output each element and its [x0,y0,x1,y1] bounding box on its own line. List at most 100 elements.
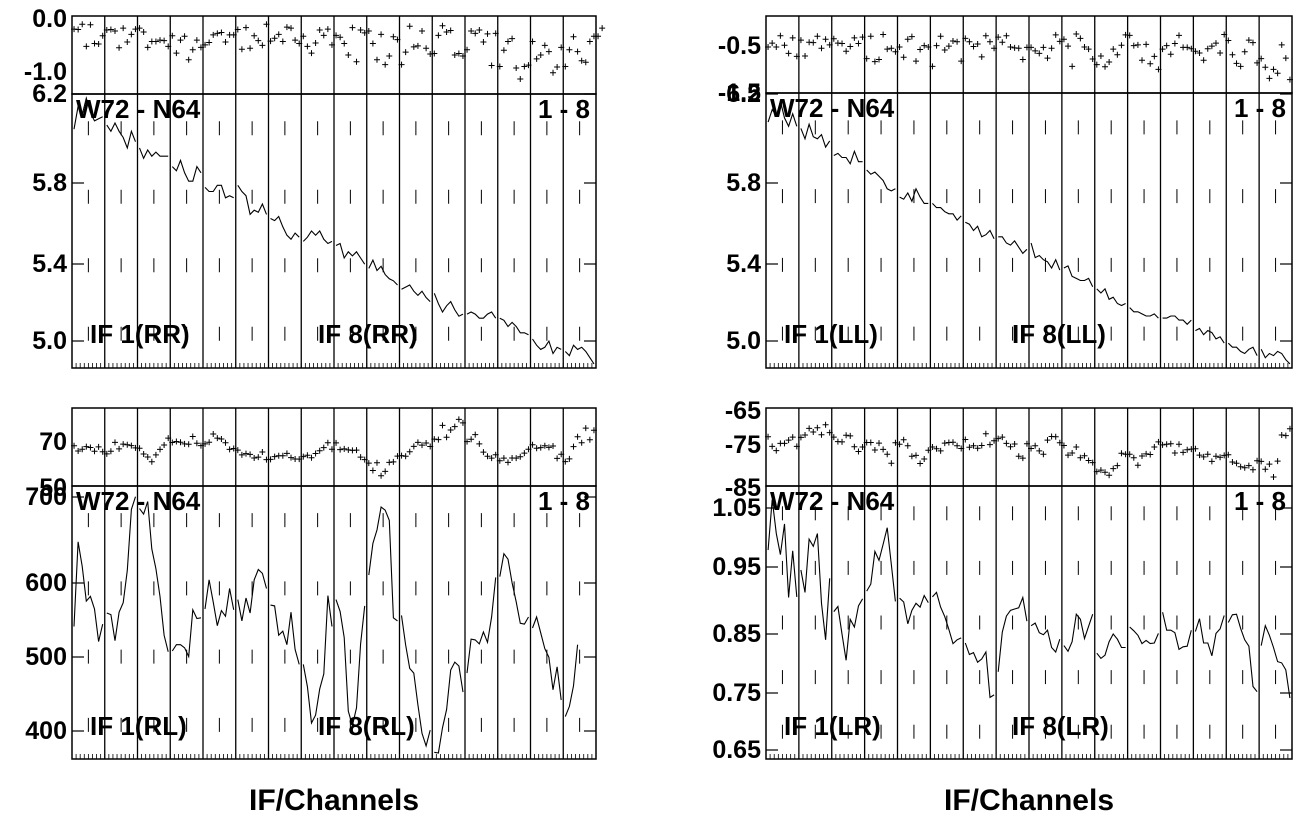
phase-point [296,40,303,47]
phase-point [966,38,973,45]
phase-point [978,53,985,60]
amplitude-line-segment [270,215,300,241]
phase-point [574,433,581,440]
phase-point [1208,458,1215,465]
amplitude-line-segment [1063,612,1094,653]
phase-point [410,443,417,450]
phase-point [582,59,589,66]
phase-point [504,38,511,45]
amplitude-line-segment [171,607,202,659]
phase-point [492,30,499,37]
phase-point [1192,445,1199,452]
phase-point [1167,51,1174,58]
phase-point [431,436,438,443]
phase-point [1028,445,1035,452]
amplitude-line-segment [237,568,268,622]
amplitude-line-segment [833,149,863,166]
phase-point [554,64,561,70]
phase-point [124,39,131,46]
phase-point [958,445,965,452]
phase-point [917,460,924,467]
phase-point [1118,450,1125,457]
phase-point [492,451,499,458]
phase-point [810,429,817,435]
phase-point [251,32,258,39]
phase-point [933,445,940,452]
phase-point [193,440,200,447]
phase-point [316,447,323,454]
phase-point [851,34,858,41]
if-first-label: IF 1(RR) [90,319,190,349]
phase-point [1200,453,1207,460]
phase-point [917,46,924,53]
phase-point [1184,446,1191,453]
phase-point [1286,425,1293,432]
amp-tick-label: 5.8 [726,169,761,197]
phase-point [111,28,118,34]
phase-point [308,50,315,57]
amplitude-line-segment [800,122,831,149]
phase-point [91,448,98,455]
phase-point [1102,63,1109,70]
phase-point [390,458,397,465]
amplitude-line-segment [335,242,366,265]
phase-point [218,29,225,36]
phase-point [406,448,413,455]
phase-point [271,35,278,42]
phase-point [378,472,385,479]
phase-point [777,32,784,39]
phase-point [308,454,315,461]
phase-tick-label: -65 [725,397,761,425]
phase-point [185,441,192,448]
phase-point [962,35,969,42]
phase-point [500,455,507,462]
phase-point [144,453,151,460]
phase-point [214,30,221,37]
phase-point [847,432,854,439]
phase-point [1139,453,1146,459]
amplitude-line-segment [335,599,366,728]
amplitude-line-segment [302,595,333,725]
phase-point [1126,451,1133,458]
phase-point [1163,441,1170,448]
phase-point [120,441,127,448]
phase-point [423,440,430,447]
phase-point [1085,457,1092,464]
phase-point [312,40,319,46]
amp-tick-label: 0.85 [712,620,761,648]
phase-point [71,442,78,449]
phase-point [1032,442,1039,449]
amplitude-line-segment [1162,315,1192,326]
phase-point [521,63,528,70]
phase-point [128,442,135,449]
phase-point [896,441,903,448]
phase-point [1274,458,1281,465]
amplitude-line-segment [1129,626,1159,645]
phase-point [349,24,356,31]
phase-point [267,38,274,45]
phase-point [144,44,151,51]
phase-point [1237,463,1244,470]
phase-point [128,31,135,38]
phase-point [185,56,192,63]
phase-tick-label: 50 [39,474,67,502]
phase-point [1007,443,1014,450]
phase-point [189,433,196,440]
phase-point [578,439,585,446]
phase-point [402,453,409,460]
phase-point [197,44,204,51]
amplitude-line-segment [899,594,929,624]
amplitude-line-segment [499,552,529,625]
phase-point [509,35,516,42]
phase-point [925,447,932,454]
phase-point [292,37,299,44]
phase-point [202,41,209,48]
amplitude-line-segment [401,284,431,302]
phase-point [1110,46,1117,53]
phase-point [945,43,952,50]
phase-point [595,33,602,40]
phase-point [304,43,311,50]
phase-point [353,447,360,454]
phase-point [765,43,772,50]
phase-point [189,46,196,53]
